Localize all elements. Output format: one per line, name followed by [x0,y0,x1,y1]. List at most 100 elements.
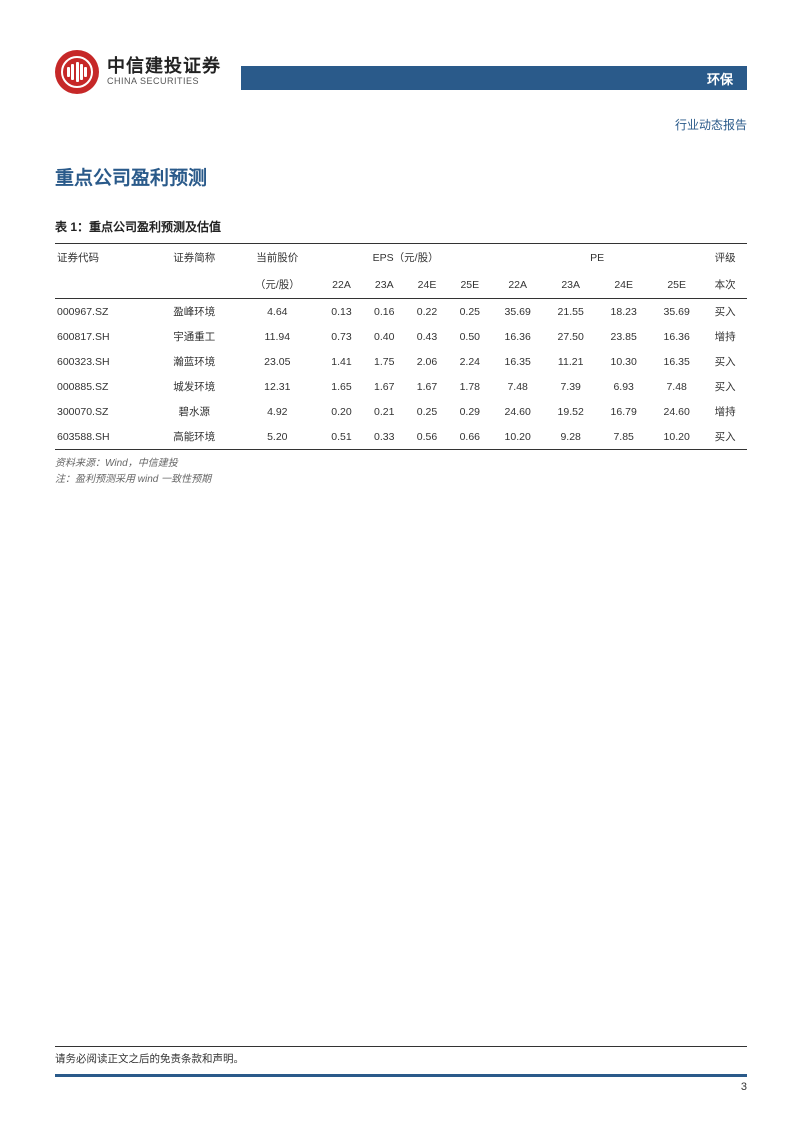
cell-pe24e: 16.79 [597,399,650,424]
cell-eps23a: 0.33 [363,424,406,450]
cell-eps24e: 0.25 [406,399,449,424]
table-row: 000967.SZ盈峰环境4.640.130.160.220.2535.6921… [55,299,747,325]
col-pe24e: 24E [597,271,650,299]
cell-code: 603588.SH [55,424,154,450]
cell-pe24e: 18.23 [597,299,650,325]
cell-pe25e: 16.36 [650,324,703,349]
cell-name: 盈峰环境 [154,299,235,325]
forecast-table: 证券代码 证券简称 当前股价 EPS（元/股） PE 评级 （元/股） 22A … [55,243,747,450]
cell-pe23a: 19.52 [544,399,597,424]
page-footer: 请务必阅读正文之后的免责条款和声明。 3 [55,1046,747,1093]
cell-eps24e: 0.43 [406,324,449,349]
cell-code: 600817.SH [55,324,154,349]
table-row: 600817.SH宇通重工11.940.730.400.430.5016.362… [55,324,747,349]
company-name-en: CHINA SECURITIES [107,77,221,87]
cell-pe25e: 7.48 [650,374,703,399]
cell-eps23a: 0.21 [363,399,406,424]
cell-eps22a: 0.20 [320,399,363,424]
col-pe23a: 23A [544,271,597,299]
company-logo: 中信建投证券 CHINA SECURITIES [55,50,221,94]
col-24e: 24E [406,271,449,299]
cell-rating: 买入 [703,349,747,374]
footer-rule [55,1074,747,1077]
cell-pe23a: 9.28 [544,424,597,450]
cell-eps24e: 0.22 [406,299,449,325]
cell-pe24e: 10.30 [597,349,650,374]
cell-pe23a: 7.39 [544,374,597,399]
cell-rating: 买入 [703,374,747,399]
cell-pe25e: 10.20 [650,424,703,450]
cell-eps22a: 1.65 [320,374,363,399]
cell-pe22a: 16.35 [491,349,544,374]
cell-pe25e: 24.60 [650,399,703,424]
cell-name: 城发环境 [154,374,235,399]
header-rule: 环保 [241,66,747,90]
cell-eps23a: 1.75 [363,349,406,374]
cell-eps23a: 0.40 [363,324,406,349]
cell-eps22a: 0.13 [320,299,363,325]
col-22a: 22A [320,271,363,299]
cell-name: 高能环境 [154,424,235,450]
cell-eps25e: 1.78 [448,374,491,399]
col-price: 当前股价 [234,244,320,272]
cell-pe25e: 16.35 [650,349,703,374]
table-row: 300070.SZ碧水源4.920.200.210.250.2924.6019.… [55,399,747,424]
cell-rating: 买入 [703,299,747,325]
cell-price: 12.31 [234,374,320,399]
cell-price: 23.05 [234,349,320,374]
cell-eps25e: 0.50 [448,324,491,349]
col-name: 证券简称 [154,244,235,272]
col-code: 证券代码 [55,244,154,272]
page-header: 中信建投证券 CHINA SECURITIES 环保 [55,50,747,94]
cell-eps24e: 1.67 [406,374,449,399]
table-row: 000885.SZ城发环境12.311.651.671.671.787.487.… [55,374,747,399]
table-row: 603588.SH高能环境5.200.510.330.560.6610.209.… [55,424,747,450]
cell-eps23a: 1.67 [363,374,406,399]
cell-eps25e: 0.66 [448,424,491,450]
table-title: 表 1：重点公司盈利预测及估值 [55,218,747,235]
cell-eps22a: 0.51 [320,424,363,450]
cell-pe24e: 23.85 [597,324,650,349]
col-23a: 23A [363,271,406,299]
col-rating: 评级 [703,244,747,272]
cell-name: 宇通重工 [154,324,235,349]
report-type: 行业动态报告 [55,116,747,133]
cell-eps22a: 1.41 [320,349,363,374]
cell-eps24e: 2.06 [406,349,449,374]
cell-pe24e: 6.93 [597,374,650,399]
cell-eps23a: 0.16 [363,299,406,325]
table-note: 注：盈利预测采用 wind 一致性预期 [55,472,747,488]
col-eps-group: EPS（元/股） [320,244,491,272]
col-rating-this: 本次 [703,271,747,299]
cell-pe22a: 7.48 [491,374,544,399]
col-pe-group: PE [491,244,703,272]
cell-code: 000885.SZ [55,374,154,399]
cell-rating: 增持 [703,324,747,349]
cell-eps24e: 0.56 [406,424,449,450]
col-25e: 25E [448,271,491,299]
cell-pe23a: 21.55 [544,299,597,325]
cell-pe22a: 10.20 [491,424,544,450]
col-price-unit: （元/股） [234,271,320,299]
cell-price: 4.64 [234,299,320,325]
cell-code: 300070.SZ [55,399,154,424]
cell-price: 5.20 [234,424,320,450]
cell-rating: 买入 [703,424,747,450]
table-source: 资料来源：Wind，中信建投 [55,456,747,472]
company-name-cn: 中信建投证券 [107,57,221,77]
cell-pe25e: 35.69 [650,299,703,325]
sector-label: 环保 [707,69,733,88]
cell-pe22a: 16.36 [491,324,544,349]
page-number: 3 [55,1081,747,1093]
cell-name: 碧水源 [154,399,235,424]
table-row: 600323.SH瀚蓝环境23.051.411.752.062.2416.351… [55,349,747,374]
disclaimer: 请务必阅读正文之后的免责条款和声明。 [55,1046,747,1066]
cell-code: 000967.SZ [55,299,154,325]
cell-eps22a: 0.73 [320,324,363,349]
cell-code: 600323.SH [55,349,154,374]
cell-pe23a: 27.50 [544,324,597,349]
logo-icon [55,50,99,94]
cell-eps25e: 0.29 [448,399,491,424]
cell-price: 11.94 [234,324,320,349]
cell-name: 瀚蓝环境 [154,349,235,374]
